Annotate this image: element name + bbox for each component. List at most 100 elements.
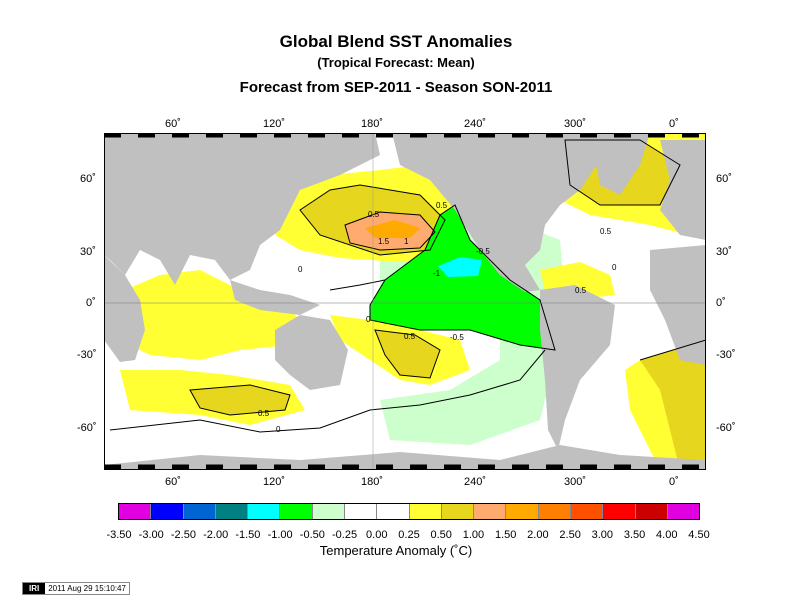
colorbar-bin (667, 504, 700, 519)
africa-east-land (650, 245, 706, 365)
lon-label: 240˚ (464, 476, 487, 488)
colorbar-bin (441, 504, 475, 519)
lon-label: 0˚ (669, 476, 679, 488)
contours (109, 139, 706, 433)
lat-label: -30˚ (716, 349, 736, 361)
colorbar-tick-label: 3.00 (591, 529, 614, 541)
colorbar-bin (183, 504, 216, 519)
colorbar-bin (603, 504, 636, 519)
lon-label: 300˚ (564, 476, 587, 488)
colorbar-tick-label: -2.00 (203, 529, 229, 541)
colorbar-bin (119, 504, 152, 519)
europe-land (660, 140, 706, 240)
colorbar-tick-label: -0.25 (332, 529, 358, 541)
colorbar-bin (248, 504, 281, 519)
contour-label: 1 (404, 237, 409, 246)
colorbar-tick-label: 2.50 (559, 529, 581, 541)
contour-label: 0 (612, 263, 617, 272)
colorbar-bin (538, 504, 571, 519)
lon-label: 60˚ (165, 118, 181, 130)
contour-labels: 0.5 1.5 1 0.5 0 -0.5 -1 -0.5 0.5 0 0.5 0… (258, 201, 617, 434)
yellow-south-atlantic (625, 360, 680, 470)
lat-label: 0˚ (716, 297, 726, 309)
contour-label: -0.5 (476, 247, 490, 256)
se-asia-land (230, 280, 320, 315)
contour-label: 0.5 (575, 286, 587, 295)
colorbar-bin (215, 504, 249, 519)
lon-label: 60˚ (165, 476, 181, 488)
lat-label: -60˚ (716, 422, 736, 434)
title: Global Blend SST Anomalies (279, 32, 513, 51)
colorbar-bin (280, 504, 313, 519)
contour-label: 0.5 (436, 201, 448, 210)
lat-label: 30˚ (80, 246, 96, 258)
colorbar-bin (344, 504, 378, 519)
australia-land (275, 315, 348, 390)
colorbar-tick-label: -2.50 (170, 529, 196, 541)
colorbar-bin (635, 504, 668, 519)
contour-label: 0 (298, 265, 303, 274)
contour-label: -1 (433, 269, 441, 278)
lon-label: 180˚ (361, 476, 384, 488)
colorbar-tick-label: -0.50 (299, 529, 325, 541)
colorbar-tick-label: 1.00 (462, 529, 485, 541)
colorbar-tick-label: 4.00 (656, 529, 678, 541)
contour-label: 0.5 (368, 210, 380, 219)
colorbar-bin (151, 504, 184, 519)
colorbar-tick-label: -1.50 (235, 529, 261, 541)
lon-label: 180˚ (361, 118, 384, 130)
darkyellow-south-pacific (375, 330, 440, 378)
greenland-land (590, 133, 650, 195)
south-america-land (540, 285, 615, 450)
colorbar-title: Temperature Anomaly (˚C) (319, 543, 473, 558)
colorbar-bin (409, 504, 442, 519)
lon-label: 120˚ (263, 476, 286, 488)
darkorange-north-pacific (365, 220, 420, 238)
lat-label: 30˚ (716, 246, 732, 258)
contour-label: 0.5 (258, 409, 270, 418)
contour-label: 0.5 (600, 227, 612, 236)
darkyellow-south-atlantic (635, 340, 706, 470)
sst-anomaly-map: 0.5 1.5 1 0.5 0 -0.5 -1 -0.5 0.5 0 0.5 0… (104, 133, 706, 470)
colorbar-tick-label: 0.25 (398, 529, 420, 541)
north-america-land (392, 133, 600, 292)
forecast-line: Forecast from SEP-2011 - Season SON-2011 (239, 79, 553, 96)
lon-label: 240˚ (464, 118, 487, 130)
darkyellow-south-indian (190, 385, 290, 415)
colorbar-tick-label: 2.00 (527, 529, 549, 541)
iri-logo: IRI (23, 583, 46, 594)
colorbar-tick-label: 0.50 (430, 529, 452, 541)
colorbar-bin (377, 504, 410, 519)
eurasia-land (104, 133, 380, 285)
contour-label: 0 (366, 315, 371, 324)
timestamp-stamp: IRI 2011 Aug 29 15:10:47 (22, 582, 130, 595)
subtitle: (Tropical Forecast: Mean) (317, 55, 475, 70)
colorbar (118, 503, 700, 520)
lat-label: -30˚ (77, 349, 97, 361)
lat-label: 60˚ (80, 173, 96, 185)
colorbar-bin (474, 504, 507, 519)
antarctica-land (104, 445, 706, 470)
colorbar-tick-label: -3.00 (138, 529, 164, 541)
contour-label: -0.5 (450, 333, 464, 342)
lon-label: 0˚ (669, 118, 679, 130)
colorbar-tick-label: 3.50 (623, 529, 646, 541)
green-east-pacific (370, 205, 555, 350)
lat-label: 0˚ (86, 297, 96, 309)
colorbar-bin (312, 504, 345, 519)
colorbar-tick-label: 1.50 (494, 529, 517, 541)
yellow-indian-ocean (120, 270, 300, 360)
colorbar-bin (570, 504, 604, 519)
colorbar-bin (506, 504, 539, 519)
colorbar-tick-label: -3.50 (106, 529, 132, 541)
lat-label: 60˚ (716, 173, 732, 185)
lon-label: 120˚ (263, 118, 286, 130)
colorbar-tick-label: 0.00 (366, 529, 388, 541)
africa-west-land (104, 255, 145, 362)
contour-label: 1.5 (378, 237, 390, 246)
colorbar-tick-label: 4.50 (688, 529, 710, 541)
contour-label: 0.5 (404, 332, 416, 341)
land (104, 133, 706, 470)
timestamp: 2011 Aug 29 15:10:47 (48, 584, 126, 593)
